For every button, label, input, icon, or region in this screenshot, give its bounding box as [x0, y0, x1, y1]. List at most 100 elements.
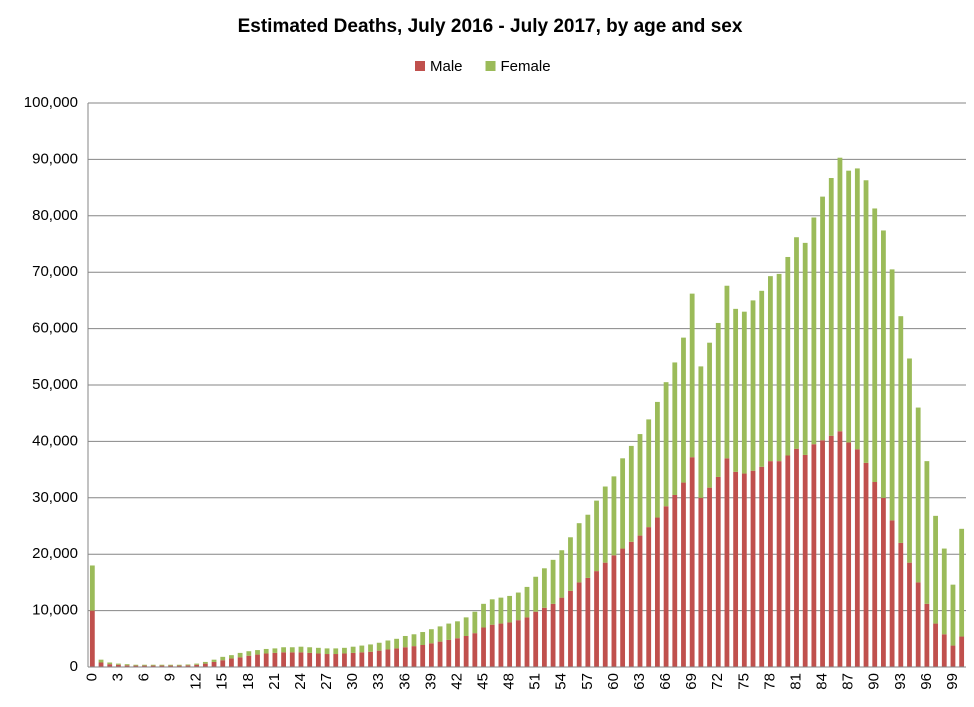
- bar-segment: [333, 654, 339, 667]
- y-tick-label: 80,000: [32, 207, 78, 224]
- bar-segment: [889, 520, 895, 667]
- x-tick-label: 99: [944, 673, 961, 690]
- bar-segment: [672, 494, 678, 667]
- bar-segment: [881, 497, 886, 667]
- bar-segment: [176, 664, 182, 666]
- bar-segment: [541, 607, 547, 667]
- bar-segment: [507, 595, 513, 623]
- bar-segment: [89, 565, 95, 611]
- bar-segment: [402, 635, 408, 648]
- y-tick-label: 50,000: [32, 376, 78, 393]
- x-tick-label: 87: [840, 673, 857, 690]
- bar-segment: [907, 358, 912, 563]
- bar-segment: [568, 590, 573, 667]
- bar-segment: [568, 537, 573, 591]
- bar-segment: [733, 471, 739, 667]
- bar-segment: [211, 659, 217, 662]
- bar-segment: [715, 322, 721, 477]
- bar-segment: [950, 584, 956, 646]
- bar-segment: [385, 640, 391, 650]
- x-tick-label: 18: [240, 673, 257, 690]
- bar-segment: [933, 515, 938, 624]
- bar-segment: [159, 665, 165, 667]
- bar-segment: [185, 664, 191, 666]
- bar-segment: [376, 650, 382, 667]
- bar-segment: [202, 661, 208, 664]
- bar-segment: [620, 548, 626, 667]
- bar-segment: [515, 620, 521, 667]
- y-tick-label: 30,000: [32, 489, 78, 506]
- bar-segment: [455, 638, 460, 667]
- bar-segment: [394, 648, 400, 667]
- bar-segment: [437, 641, 443, 667]
- bar-segment: [698, 497, 704, 667]
- bar-segment: [620, 458, 626, 549]
- bar-segment: [428, 629, 434, 644]
- x-tick-label: 45: [475, 673, 492, 690]
- bar-segment: [941, 634, 947, 667]
- x-tick-label: 75: [735, 673, 752, 690]
- bar-segment: [124, 664, 130, 666]
- x-tick-label: 30: [344, 673, 361, 690]
- bar-segment: [863, 180, 869, 463]
- y-tick-label: 70,000: [32, 263, 78, 280]
- bar-segment: [663, 506, 669, 667]
- bar-segment: [359, 645, 365, 653]
- bar-segment: [376, 642, 382, 651]
- bar-segment: [237, 657, 243, 667]
- bar-segment: [924, 461, 930, 604]
- bar-segment: [820, 196, 825, 441]
- legend-swatch: [485, 61, 496, 71]
- bar-segment: [220, 656, 226, 661]
- bar-segment: [281, 647, 286, 653]
- bar-segment: [802, 242, 808, 455]
- bar-segment: [950, 645, 956, 667]
- bar-segment: [150, 664, 156, 666]
- legend-label: Male: [430, 58, 463, 75]
- y-tick-label: 0: [70, 658, 78, 675]
- bar-segment: [837, 157, 843, 432]
- bar-segment: [394, 638, 400, 649]
- bar-segment: [707, 487, 712, 667]
- bar-segment: [133, 664, 139, 666]
- bar-segment: [333, 648, 339, 655]
- bar-segment: [289, 647, 295, 653]
- x-tick-label: 0: [83, 673, 100, 681]
- bar-segment: [637, 434, 643, 536]
- bar-segment: [681, 337, 686, 483]
- bar-segment: [98, 662, 104, 667]
- x-tick-label: 72: [709, 673, 726, 690]
- x-tick-label: 84: [814, 673, 831, 690]
- bar-segment: [854, 168, 860, 450]
- chart-title: Estimated Deaths, July 2016 - July 2017,…: [238, 16, 743, 37]
- x-tick-label: 42: [448, 673, 465, 690]
- bar-segment: [229, 655, 234, 659]
- bar-segment: [698, 366, 704, 498]
- bar-segment: [933, 623, 938, 667]
- bar-segment: [446, 623, 452, 640]
- x-tick-label: 51: [527, 673, 544, 690]
- bar-segment: [941, 548, 947, 635]
- bar-segment: [585, 514, 591, 578]
- legend-swatch: [415, 61, 425, 71]
- bar-segment: [420, 632, 426, 646]
- x-tick-label: 12: [188, 673, 205, 690]
- bar-segment: [959, 528, 965, 637]
- bar-segment: [481, 627, 486, 667]
- bar-segment: [246, 651, 252, 656]
- bar-segment: [168, 664, 173, 666]
- bar-segment: [846, 442, 852, 667]
- bar-segment: [229, 658, 234, 667]
- bar-segment: [576, 582, 582, 667]
- bar-segment: [689, 457, 695, 667]
- bar-segment: [116, 664, 121, 667]
- x-tick-label: 63: [631, 673, 648, 690]
- x-tick-label: 15: [214, 673, 231, 690]
- bar-segment: [533, 576, 539, 612]
- bar-segment: [915, 582, 921, 667]
- bar-segment: [959, 636, 965, 667]
- bar-segment: [654, 401, 660, 518]
- bar-segment: [350, 646, 356, 653]
- bar-segment: [741, 473, 747, 667]
- bar-segment: [498, 597, 504, 624]
